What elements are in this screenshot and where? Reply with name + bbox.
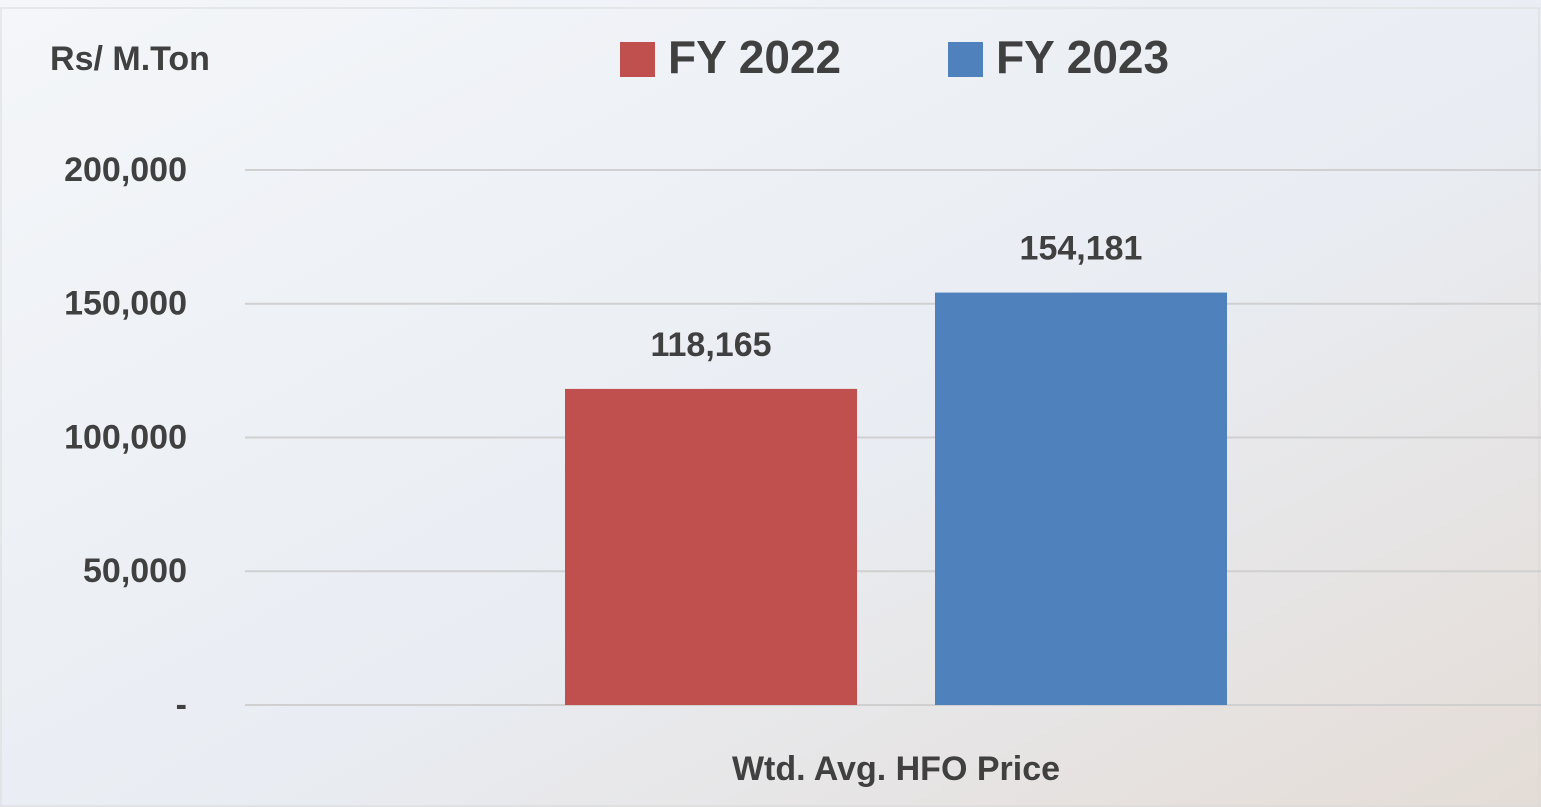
y-tick-label: - (176, 686, 187, 724)
legend-swatch (948, 42, 983, 77)
y-axis-label: Rs/ M.Ton (50, 40, 210, 78)
legend-swatch (620, 42, 655, 77)
y-tick-label: 50,000 (83, 552, 187, 590)
bar (935, 292, 1227, 705)
legend-label: FY 2022 (668, 31, 841, 83)
value-label: 118,165 (650, 326, 771, 364)
y-tick-label: 200,000 (64, 151, 187, 189)
frame (0, 7, 1540, 807)
y-tick-label: 100,000 (64, 418, 187, 456)
value-label: 154,181 (1020, 230, 1143, 268)
legend-label: FY 2023 (996, 31, 1169, 83)
x-tick-label: Wtd. Avg. HFO Price (732, 750, 1060, 788)
y-tick-label: 150,000 (64, 285, 187, 323)
bar (565, 388, 857, 705)
